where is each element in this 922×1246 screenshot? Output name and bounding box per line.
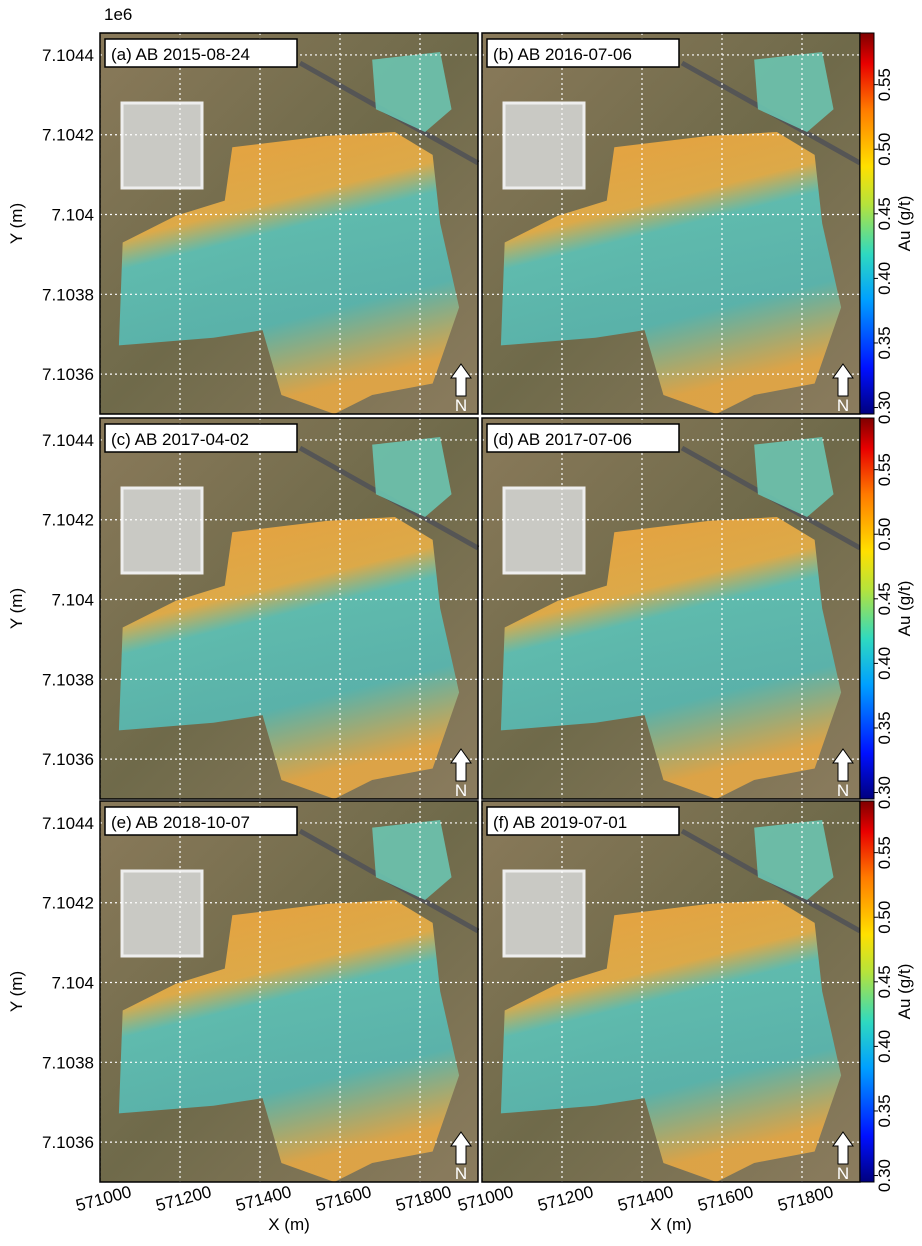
- compound: [504, 103, 584, 188]
- y-tick-label: 7.104: [51, 206, 94, 225]
- panel-label: (b) AB 2016-07-06: [493, 45, 632, 64]
- x-tick-label: 571400: [616, 1182, 676, 1215]
- y-tick-label: 7.1044: [42, 46, 94, 65]
- north-label: N: [837, 396, 849, 415]
- y-tick-label: 7.104: [51, 974, 94, 993]
- y-tick-label: 7.1044: [42, 431, 94, 450]
- y-tick-label: 7.1044: [42, 814, 94, 833]
- colorbar-tick-label: 0.35: [875, 711, 894, 744]
- offset-label: 1e6: [104, 5, 132, 24]
- y-tick-label: 7.104: [51, 591, 94, 610]
- colorbar-label: Au (g/t): [895, 964, 914, 1020]
- colorbar-tick-label: 0.35: [875, 1094, 894, 1127]
- map-panel: (d) AB 2017-07-06 N 0.30 0.35 0.40 0.45 0.50 0.…: [482, 418, 914, 809]
- north-label: N: [455, 781, 467, 800]
- map-panel: 7.1036 7.1038 7.104 7.1042 7.1044 (a) AB 2015…: [7, 33, 478, 415]
- colorbar-tick-label: 0.35: [875, 326, 894, 359]
- x-tick-label: 571800: [394, 1182, 454, 1215]
- y-tick-label: 7.1038: [42, 670, 94, 689]
- panel-label: (e) AB 2018-10-07: [111, 813, 250, 832]
- compound: [122, 871, 202, 956]
- colorbar: [860, 801, 874, 1182]
- y-tick-label: 7.1036: [42, 365, 94, 384]
- compound: [504, 488, 584, 573]
- panel-label: (d) AB 2017-07-06: [493, 430, 632, 449]
- colorbar-tick-label: 0.30: [875, 1159, 894, 1192]
- colorbar-tick-label: 0.45: [875, 197, 894, 230]
- colorbar-tick-label: 0.55: [875, 453, 894, 486]
- colorbar-tick-label: 0.55: [875, 68, 894, 101]
- map-panel: (b) AB 2016-07-06 N 0.30 0.35 0.40 0.45 0.50 0.…: [482, 33, 914, 424]
- x-tick-label: 571600: [314, 1182, 374, 1215]
- y-tick-label: 7.1042: [42, 511, 94, 530]
- colorbar-label: Au (g/t): [895, 196, 914, 252]
- compound: [504, 871, 584, 956]
- y-tick-label: 7.1038: [42, 1053, 94, 1072]
- x-axis-label: X (m): [650, 1215, 692, 1234]
- colorbar-tick-label: 0.40: [875, 1030, 894, 1063]
- y-tick-label: 7.1036: [42, 750, 94, 769]
- colorbar-tick-label: 0.45: [875, 965, 894, 998]
- colorbar-tick-label: 0.40: [875, 647, 894, 680]
- y-tick-label: 7.1042: [42, 894, 94, 913]
- y-axis-label: Y (m): [7, 971, 26, 1012]
- x-tick-label: 571400: [234, 1182, 294, 1215]
- x-tick-label: 571200: [154, 1182, 214, 1215]
- colorbar-tick-label: 0.50: [875, 901, 894, 934]
- x-tick-label: 571200: [536, 1182, 596, 1215]
- y-axis-label: Y (m): [7, 588, 26, 629]
- colorbar-tick-label: 0.30: [875, 776, 894, 809]
- colorbar-label: Au (g/t): [895, 581, 914, 637]
- compound: [122, 488, 202, 573]
- north-label: N: [455, 396, 467, 415]
- map-panel: 571000 571200 571400 571600 571800 7.1036 7.10…: [7, 801, 478, 1234]
- colorbar-tick-label: 0.30: [875, 391, 894, 424]
- panel-label: (f) AB 2019-07-01: [493, 813, 627, 832]
- x-tick-label: 571000: [74, 1182, 134, 1215]
- colorbar: [860, 418, 874, 799]
- x-axis-label: X (m): [268, 1215, 310, 1234]
- colorbar-tick-label: 0.45: [875, 582, 894, 615]
- y-axis-label: Y (m): [7, 203, 26, 244]
- panel-label: (c) AB 2017-04-02: [111, 430, 249, 449]
- north-label: N: [837, 1164, 849, 1183]
- compound: [122, 103, 202, 188]
- north-label: N: [837, 781, 849, 800]
- colorbar: [860, 33, 874, 414]
- y-tick-label: 7.1038: [42, 285, 94, 304]
- panel-label: (a) AB 2015-08-24: [111, 45, 250, 64]
- colorbar-tick-label: 0.50: [875, 133, 894, 166]
- y-tick-label: 7.1036: [42, 1133, 94, 1152]
- x-tick-label: 571800: [776, 1182, 836, 1215]
- map-panel: 571000 571200 571400 571600 571800 (f) AB 201…: [456, 801, 914, 1234]
- colorbar-tick-label: 0.55: [875, 836, 894, 869]
- colorbar-tick-label: 0.40: [875, 262, 894, 295]
- x-tick-label: 571600: [696, 1182, 756, 1215]
- figure: 1e6 7.1036 7.1038 7.104 7.1042 7.1044 (a) AB …: [0, 0, 922, 1241]
- x-tick-label: 571000: [456, 1182, 516, 1215]
- y-tick-label: 7.1042: [42, 126, 94, 145]
- map-panel: 7.1036 7.1038 7.104 7.1042 7.1044 (c) AB 2017…: [7, 418, 478, 800]
- north-label: N: [455, 1164, 467, 1183]
- colorbar-tick-label: 0.50: [875, 518, 894, 551]
